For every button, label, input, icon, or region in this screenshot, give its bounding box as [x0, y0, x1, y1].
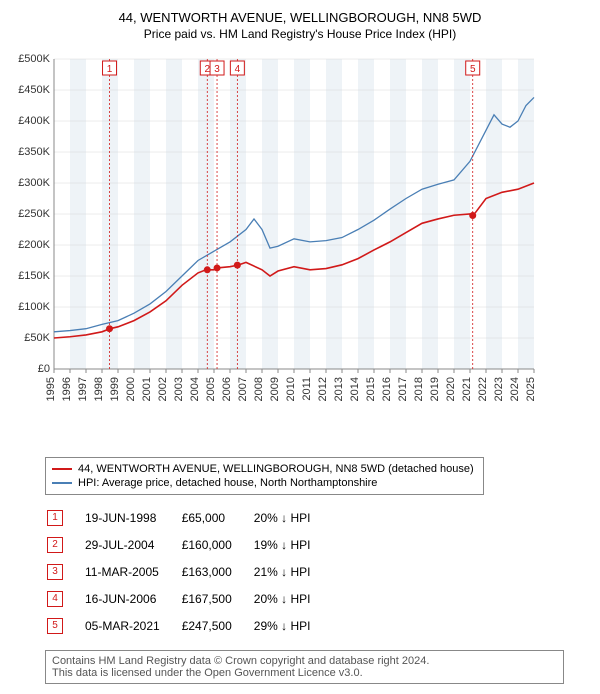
svg-text:2022: 2022	[477, 377, 489, 401]
svg-text:£250K: £250K	[18, 208, 50, 220]
svg-text:2012: 2012	[317, 377, 329, 401]
svg-text:2025: 2025	[525, 377, 537, 401]
svg-text:2002: 2002	[157, 377, 169, 401]
svg-text:1: 1	[107, 64, 113, 75]
sales-row: 2 29-JUL-2004£160,00019% ↓ HPI	[47, 532, 330, 557]
sale-price: £163,000	[182, 559, 252, 584]
svg-text:£50K: £50K	[24, 332, 50, 344]
svg-text:2006: 2006	[221, 377, 233, 401]
svg-text:1998: 1998	[93, 377, 105, 401]
svg-text:£350K: £350K	[18, 146, 50, 158]
svg-text:2000: 2000	[125, 377, 137, 401]
sale-delta: 19% ↓ HPI	[254, 532, 331, 557]
sale-date: 29-JUL-2004	[85, 532, 180, 557]
svg-text:1997: 1997	[77, 377, 89, 401]
svg-text:£0: £0	[38, 363, 50, 375]
sales-row: 1 19-JUN-1998£65,00020% ↓ HPI	[47, 505, 330, 530]
sales-table: 119-JUN-1998£65,00020% ↓ HPI229-JUL-2004…	[45, 503, 332, 640]
sale-marker-box: 2	[47, 537, 63, 553]
svg-text:2018: 2018	[413, 377, 425, 401]
legend-label-property: 44, WENTWORTH AVENUE, WELLINGBOROUGH, NN…	[78, 463, 474, 475]
sale-marker-box: 1	[47, 510, 63, 526]
chart-area: £0 £50K £100K £150K £200K £250K £300K £350K £400…	[10, 49, 590, 449]
sale-delta: 20% ↓ HPI	[254, 586, 331, 611]
svg-text:2023: 2023	[493, 377, 505, 401]
svg-text:2009: 2009	[269, 377, 281, 401]
sale-marker-box: 5	[47, 618, 63, 634]
sale-date: 16-JUN-2006	[85, 586, 180, 611]
sale-date: 19-JUN-1998	[85, 505, 180, 530]
sales-row: 3 11-MAR-2005£163,00021% ↓ HPI	[47, 559, 330, 584]
legend-item-property: 44, WENTWORTH AVENUE, WELLINGBOROUGH, NN…	[52, 462, 477, 476]
svg-text:1995: 1995	[45, 377, 57, 401]
sales-row: 5 05-MAR-2021£247,50029% ↓ HPI	[47, 613, 330, 638]
line-chart-svg: £0 £50K £100K £150K £200K £250K £300K £350K £400…	[10, 49, 590, 419]
svg-text:2010: 2010	[285, 377, 297, 401]
sales-row: 4 16-JUN-2006£167,50020% ↓ HPI	[47, 586, 330, 611]
svg-text:2011: 2011	[301, 377, 313, 401]
footer-line1: Contains HM Land Registry data © Crown c…	[52, 655, 557, 667]
sale-marker-box: 4	[47, 591, 63, 607]
sale-price: £160,000	[182, 532, 252, 557]
chart-container: 44, WENTWORTH AVENUE, WELLINGBOROUGH, NN…	[10, 10, 590, 684]
sale-date: 11-MAR-2005	[85, 559, 180, 584]
svg-text:£150K: £150K	[18, 270, 50, 282]
svg-text:£400K: £400K	[18, 115, 50, 127]
svg-text:£500K: £500K	[18, 53, 50, 65]
svg-text:£100K: £100K	[18, 301, 50, 313]
sale-date: 05-MAR-2021	[85, 613, 180, 638]
sale-delta: 20% ↓ HPI	[254, 505, 331, 530]
svg-text:2001: 2001	[141, 377, 153, 401]
sale-delta: 29% ↓ HPI	[254, 613, 331, 638]
footer-line2: This data is licensed under the Open Gov…	[52, 667, 557, 679]
svg-text:2024: 2024	[509, 377, 521, 401]
svg-text:4: 4	[235, 64, 241, 75]
svg-text:2017: 2017	[397, 377, 409, 401]
legend-label-hpi: HPI: Average price, detached house, Nort…	[78, 477, 377, 489]
legend-item-hpi: HPI: Average price, detached house, Nort…	[52, 476, 477, 490]
svg-text:1999: 1999	[109, 377, 121, 401]
svg-text:2004: 2004	[189, 377, 201, 401]
sale-price: £167,500	[182, 586, 252, 611]
svg-text:2016: 2016	[381, 377, 393, 401]
svg-text:£200K: £200K	[18, 239, 50, 251]
svg-text:2007: 2007	[237, 377, 249, 401]
svg-text:2020: 2020	[445, 377, 457, 401]
svg-text:2013: 2013	[333, 377, 345, 401]
svg-text:2019: 2019	[429, 377, 441, 401]
svg-text:2005: 2005	[205, 377, 217, 401]
svg-text:2015: 2015	[365, 377, 377, 401]
svg-text:2014: 2014	[349, 377, 361, 401]
sale-marker-box: 3	[47, 564, 63, 580]
sale-price: £247,500	[182, 613, 252, 638]
svg-text:1996: 1996	[61, 377, 73, 401]
chart-subtitle: Price paid vs. HM Land Registry's House …	[10, 27, 590, 41]
sale-price: £65,000	[182, 505, 252, 530]
sale-delta: 21% ↓ HPI	[254, 559, 331, 584]
svg-text:2003: 2003	[173, 377, 185, 401]
chart-title: 44, WENTWORTH AVENUE, WELLINGBOROUGH, NN…	[10, 10, 590, 25]
svg-text:3: 3	[214, 64, 220, 75]
svg-text:5: 5	[470, 64, 476, 75]
svg-text:2021: 2021	[461, 377, 473, 401]
legend-box: 44, WENTWORTH AVENUE, WELLINGBOROUGH, NN…	[45, 457, 484, 495]
legend-swatch-hpi	[52, 482, 72, 484]
svg-text:£450K: £450K	[18, 84, 50, 96]
svg-text:2008: 2008	[253, 377, 265, 401]
legend-swatch-property	[52, 468, 72, 470]
footer-box: Contains HM Land Registry data © Crown c…	[45, 650, 564, 684]
svg-text:£300K: £300K	[18, 177, 50, 189]
